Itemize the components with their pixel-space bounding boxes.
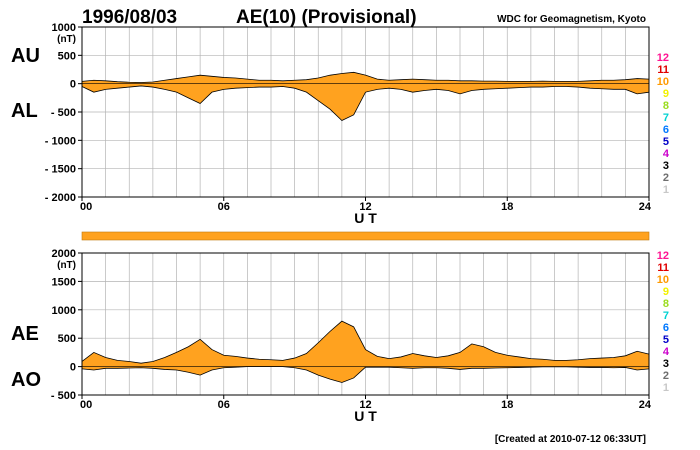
legend-item: 12 [657,52,669,64]
legend-item: 1 [663,382,669,394]
y-tick-label: - 2000 [45,192,76,204]
x-tick-label: 18 [501,399,513,411]
x-tick-label: 24 [639,399,652,411]
legend-item: 7 [663,112,669,124]
x-tick-label: 18 [501,201,513,213]
legend-item: 11 [657,64,669,76]
legend-item: 3 [663,358,669,370]
legend-item: 7 [663,310,669,322]
y-tick-label: 0 [70,79,76,91]
source-label: WDC for Geomagnetism, Kyoto [497,14,646,25]
unit-label: (nT) [57,260,76,271]
legend-item: 10 [657,274,669,286]
ae-ao-panel: 2000 1500 1000 500 0 - 500 (nT) 00 06 12 18 24 U T AE… [11,248,652,424]
series-label-au: AU [11,45,40,67]
y-tick-label: 2000 [52,248,76,260]
legend-item: 2 [663,370,669,382]
legend-item: 9 [663,286,669,298]
unit-label: (nT) [57,34,76,45]
legend-item: 6 [663,322,669,334]
au-al-panel: 1000 500 0 - 500 - 1000 - 1500 - 2000 (nT) 00 06 1… [11,22,652,226]
series-label-ao: AO [11,369,41,391]
legend-item: 5 [663,334,669,346]
x-tick-label: 00 [80,201,92,213]
legend-item: 11 [657,262,669,274]
index-range-area [82,72,649,121]
x-axis-label: U T [354,210,377,226]
legend-item: 3 [663,160,669,172]
date-label: 1996/08/03 [82,7,177,28]
legend-item: 8 [663,100,669,112]
y-tick-label: - 1500 [45,164,76,176]
y-tick-label: 500 [58,333,76,345]
upper-series-line [81,71,650,83]
legend-item: 10 [657,76,669,88]
divider-bar [81,231,650,241]
x-tick-label: 06 [218,201,230,213]
y-tick-label: - 500 [51,107,76,119]
x-tick-label: 12 [359,399,371,411]
lower-series-line [81,85,650,121]
legend-item: 8 [663,298,669,310]
y-tick-label: 0 [70,362,76,374]
series-label-ae: AE [11,323,39,345]
legend-item: 6 [663,124,669,136]
figure-title: AE(10) (Provisional) [236,7,417,28]
y-tick-label: - 500 [51,390,76,402]
x-tick-label: 00 [80,399,92,411]
upper-series-line [81,320,650,364]
y-tick-label: - 1000 [45,135,76,147]
legend-item: 4 [663,148,670,160]
x-axis-label: U T [354,408,377,424]
legend-item: 5 [663,136,669,148]
legend-item: 2 [663,172,669,184]
y-tick-label: 500 [58,50,76,62]
created-label: [Created at 2010-07-12 06:33UT] [495,434,646,445]
y-tick-label: 1500 [52,276,76,288]
x-tick-label: 06 [218,399,230,411]
index-range-area [82,321,649,383]
x-tick-label: 12 [359,201,371,213]
legend-item: 1 [663,184,669,196]
y-tick-label: 1000 [52,22,76,34]
legend-item: 4 [663,346,670,358]
legend-item: 12 [657,250,669,262]
legend-item: 9 [663,88,669,100]
series-label-al: AL [11,100,38,122]
x-tick-label: 24 [639,201,652,213]
y-tick-label: 1000 [52,305,76,317]
